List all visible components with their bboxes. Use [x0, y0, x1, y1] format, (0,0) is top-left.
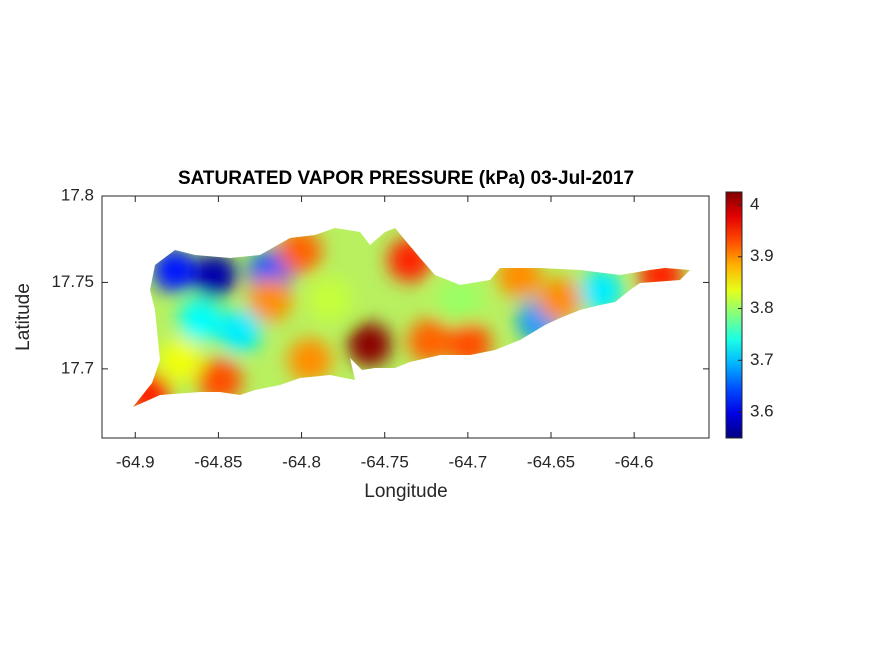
field-spot	[497, 253, 542, 298]
x-tick-label: -64.75	[361, 452, 409, 471]
x-tick-label: -64.7	[448, 452, 487, 471]
field-spot	[152, 248, 197, 293]
y-axis-label: Latitude	[13, 283, 34, 351]
x-tick-label: -64.65	[527, 452, 575, 471]
field-spot	[198, 358, 243, 403]
field-spot	[407, 319, 452, 364]
colorbar-box	[725, 191, 743, 439]
field-spot	[578, 269, 623, 314]
x-tick-label: -64.6	[615, 452, 654, 471]
field-spot	[307, 277, 352, 322]
x-axis-label: Longitude	[364, 481, 447, 502]
field-spot	[247, 277, 292, 322]
y-tick-label: 17.75	[51, 272, 94, 291]
island	[133, 228, 690, 407]
y-tick-label: 17.7	[61, 358, 94, 377]
field-spot	[447, 322, 492, 367]
x-tick-label: -64.85	[194, 452, 242, 471]
field-spot	[133, 372, 171, 407]
field-spot	[638, 253, 683, 298]
colorbar-tick-label: 4	[750, 194, 759, 213]
field-spot	[178, 298, 223, 343]
y-tick-label: 17.8	[61, 185, 94, 204]
x-tick-label: -64.8	[282, 452, 321, 471]
field-spot	[193, 253, 238, 298]
colorbar	[726, 192, 742, 438]
field-spot	[347, 322, 392, 367]
field-spot	[537, 277, 582, 322]
field-spot	[437, 277, 482, 322]
field-spot	[277, 229, 322, 274]
x-tick-label: -64.9	[116, 452, 155, 471]
chart-title: SATURATED VAPOR PRESSURE (kPa) 03-Jul-20…	[178, 168, 634, 189]
colorbar-tick-label: 3.9	[750, 246, 774, 265]
colorbar-tick-label: 3.8	[750, 298, 774, 317]
colorbar-tick-label: 3.6	[750, 402, 774, 421]
colorbar-tick-label: 3.7	[750, 350, 774, 369]
field-spot	[218, 308, 263, 353]
field-spot	[158, 338, 203, 383]
field-spot	[287, 338, 332, 383]
field-spot	[387, 237, 432, 282]
axes-box	[101, 195, 710, 439]
